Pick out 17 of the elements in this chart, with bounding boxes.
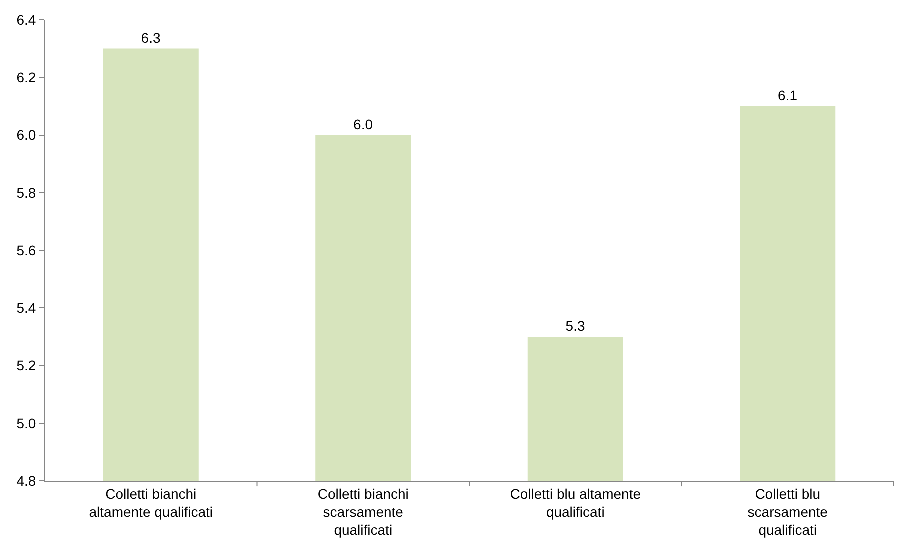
y-tick-label: 5.8 xyxy=(16,184,36,201)
y-tick-label: 5.6 xyxy=(16,242,36,258)
x-tick-label: Colletti bianchi altamente qualificati xyxy=(89,486,214,520)
y-tick-label: 5.2 xyxy=(16,358,36,374)
y-tick-label: 5.4 xyxy=(16,300,36,316)
data-label: 5.3 xyxy=(566,318,586,334)
y-tick-label: 4.8 xyxy=(16,472,36,489)
data-label: 6.1 xyxy=(778,87,798,104)
y-tick-label: 6.4 xyxy=(16,12,36,28)
y-tick-label: 6.2 xyxy=(16,70,36,86)
y-tick-label: 5.0 xyxy=(16,415,36,432)
data-label: 6.3 xyxy=(141,30,161,46)
x-tick-label: Colletti bianchi scarsamente qualificati xyxy=(318,486,409,538)
data-label: 6.0 xyxy=(354,116,374,132)
x-tick-label: Colletti blu altamente qualificati xyxy=(510,486,642,520)
y-tick-label: 6.0 xyxy=(16,127,36,144)
x-tick-label: Colletti blu scarsamente qualificati xyxy=(748,486,828,538)
